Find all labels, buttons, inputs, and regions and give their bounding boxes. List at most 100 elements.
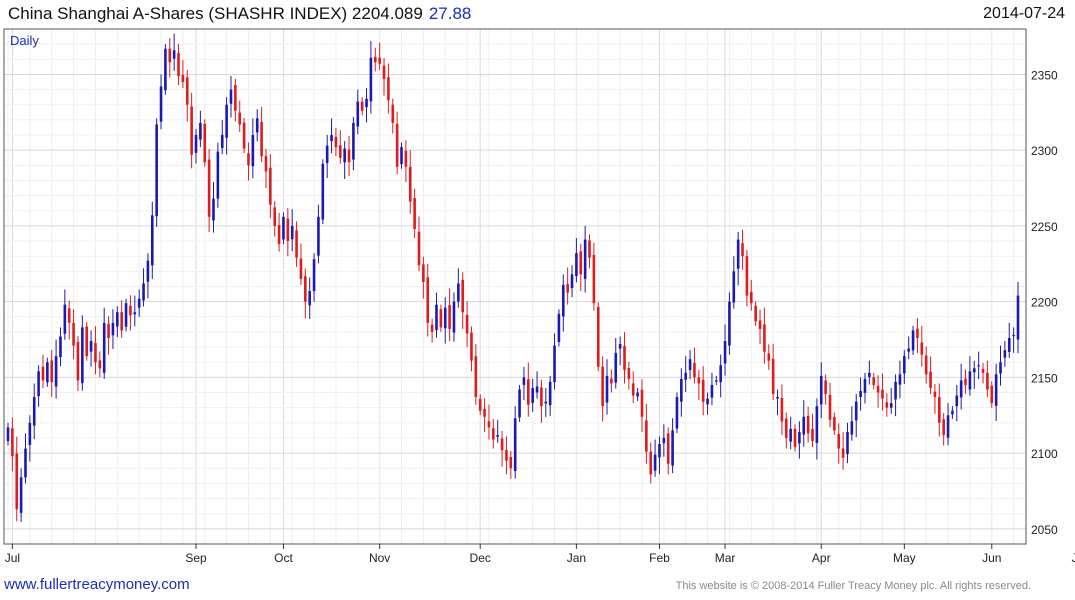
x-tick-label: Jun: [982, 551, 1001, 565]
candle-body: [610, 378, 613, 384]
candle-body: [304, 276, 307, 302]
candle-body: [325, 145, 329, 163]
candle-body: [286, 218, 290, 242]
candle-body: [172, 50, 176, 59]
candle-body: [819, 375, 823, 405]
candle-body: [1016, 295, 1020, 340]
candle-body: [41, 366, 45, 381]
candle-body: [640, 389, 644, 417]
candle-body: [465, 314, 469, 334]
candle-body: [645, 420, 648, 452]
candle-body: [723, 341, 727, 364]
candle-body: [557, 313, 561, 342]
candle-body: [933, 391, 937, 398]
website-link[interactable]: www.fullertreacymoney.com: [4, 576, 190, 593]
candle-body: [548, 381, 552, 406]
candle-body: [929, 371, 932, 388]
candle-body: [531, 387, 534, 403]
candle-body: [505, 450, 508, 461]
candle-body: [544, 401, 548, 404]
candle-body: [360, 101, 364, 111]
x-tick-label: Dec: [470, 551, 491, 565]
candle-body: [50, 360, 54, 382]
y-tick-label: 2150: [1031, 371, 1058, 385]
candle-body: [391, 104, 395, 123]
candle-body: [199, 122, 202, 140]
candle-body: [492, 428, 495, 440]
candle-body: [124, 303, 128, 327]
candle-body: [129, 305, 132, 316]
candle-body: [365, 98, 368, 108]
candle-body: [343, 148, 346, 163]
candle-body: [806, 415, 810, 434]
candle-body: [269, 167, 272, 205]
candle-body: [107, 323, 110, 338]
candle-body: [972, 368, 976, 373]
candle-body: [959, 380, 963, 398]
candle-body: [356, 101, 360, 127]
candle-body: [277, 225, 281, 245]
candle-body: [102, 322, 106, 373]
candle-body: [330, 135, 333, 142]
candle-body: [841, 448, 845, 458]
candle-body: [535, 386, 539, 393]
candle-body: [680, 378, 683, 402]
candle-body: [986, 372, 989, 390]
candle-body: [780, 397, 784, 422]
candle-body: [212, 198, 215, 221]
candle-body: [24, 448, 27, 478]
candle-body: [404, 150, 408, 167]
candle-body: [561, 284, 565, 317]
candle-body: [675, 397, 679, 429]
x-tick-label: Oct: [274, 551, 293, 565]
candle-body: [400, 147, 403, 165]
candle-body: [776, 397, 779, 399]
candle-body: [457, 283, 460, 302]
candle-body: [706, 398, 709, 405]
candle-body: [369, 57, 373, 102]
candle-body: [487, 421, 491, 428]
candle-body: [59, 336, 62, 358]
candle-body: [435, 304, 438, 331]
candle-body: [605, 375, 609, 403]
candle-body: [448, 304, 451, 329]
x-tick-label: Jan: [567, 551, 586, 565]
candle-body: [732, 271, 736, 303]
candle-body: [955, 395, 959, 407]
candle-body: [295, 230, 298, 258]
copyright-note: This website is © 2008-2014 Fuller Treac…: [675, 580, 1031, 592]
candle-body: [583, 239, 587, 279]
candle-body: [937, 397, 941, 423]
candle-body: [964, 378, 967, 385]
candle-body: [387, 77, 390, 101]
plot-frame: [3, 28, 1027, 545]
candle-body: [898, 374, 902, 385]
candle-body: [618, 344, 622, 349]
candle-body: [754, 305, 757, 322]
candle-body: [697, 377, 701, 384]
candle-body: [1007, 338, 1011, 352]
candle-body: [802, 416, 806, 435]
candle-body: [666, 433, 670, 464]
candle-body: [767, 353, 771, 361]
candle-body: [850, 421, 854, 435]
candle-body: [653, 454, 657, 471]
candle-body: [999, 362, 1002, 374]
candle-body: [312, 259, 316, 292]
candle-body: [951, 410, 954, 415]
candle-body: [54, 356, 58, 387]
candle-body: [994, 374, 998, 406]
candle-body: [570, 274, 574, 289]
candle-body: [920, 342, 924, 355]
candle-body: [518, 389, 521, 418]
candle-body: [942, 419, 945, 435]
candle-body: [220, 135, 224, 149]
candle-body: [566, 284, 569, 293]
candle-body: [238, 112, 242, 125]
candle-body: [251, 135, 255, 167]
y-tick-label: 2200: [1031, 296, 1058, 310]
candle-body: [334, 136, 338, 148]
candle-body: [378, 57, 381, 64]
candle-body: [990, 385, 994, 404]
